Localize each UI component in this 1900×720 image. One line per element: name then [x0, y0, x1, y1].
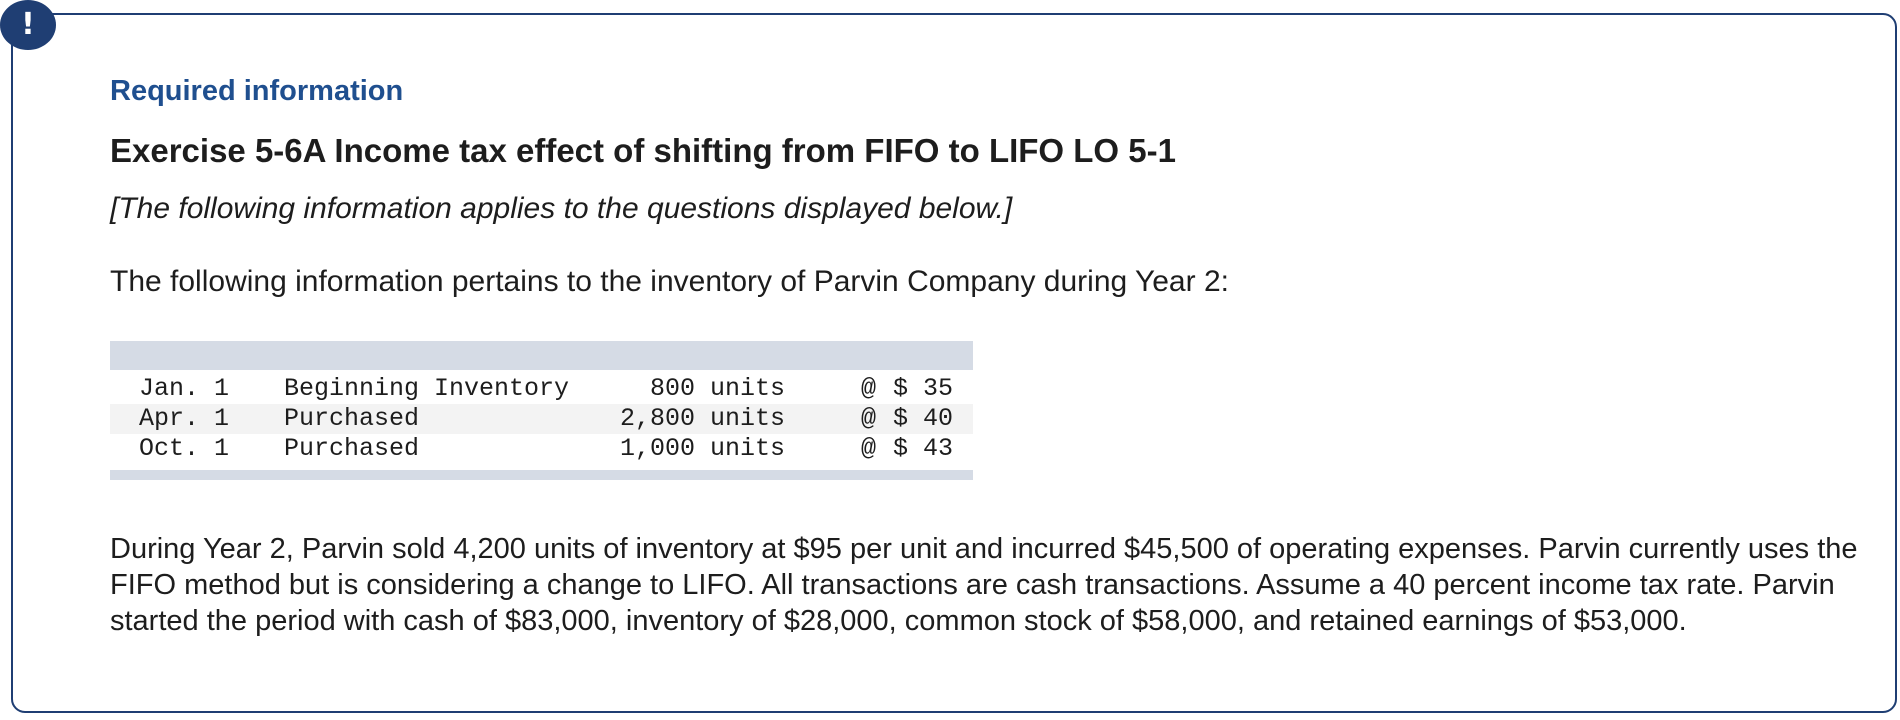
table-footer-band — [110, 470, 973, 480]
inventory-table: Jan. 1 Beginning Inventory 800 units @ $… — [110, 341, 973, 480]
row-description: Purchased — [284, 434, 420, 463]
row-date: Oct. 1 — [139, 434, 230, 463]
intro-text: The following information pertains to th… — [110, 265, 1229, 298]
problem-paragraph: During Year 2, Parvin sold 4,200 units o… — [110, 533, 1858, 637]
applies-note: [The following information applies to th… — [110, 192, 1013, 225]
table-header-band — [110, 341, 973, 370]
row-description: Purchased — [284, 404, 420, 433]
table-row: Jan. 1 Beginning Inventory 800 units @ $… — [110, 374, 973, 404]
exercise-title: Exercise 5-6A Income tax effect of shift… — [110, 132, 1176, 169]
row-price: $ 43 — [892, 434, 953, 463]
row-date: Jan. 1 — [139, 374, 230, 403]
row-date: Apr. 1 — [139, 404, 230, 433]
row-at-symbol: @ — [861, 434, 877, 463]
alert-icon: ! — [0, 0, 56, 50]
row-price: $ 40 — [892, 404, 953, 433]
row-description: Beginning Inventory — [284, 374, 570, 403]
required-information-title: Required information — [110, 75, 404, 107]
row-price: $ 35 — [892, 374, 953, 403]
required-information-card: Required information Exercise 5-6A Incom… — [11, 13, 1897, 713]
row-units: 2,800 units — [619, 404, 785, 433]
row-at-symbol: @ — [861, 374, 877, 403]
row-units: 800 units — [649, 374, 785, 403]
table-row: Oct. 1 Purchased 1,000 units @ $ 43 — [110, 434, 973, 464]
row-units: 1,000 units — [619, 434, 785, 463]
row-at-symbol: @ — [861, 404, 877, 433]
table-row: Apr. 1 Purchased 2,800 units @ $ 40 — [110, 404, 973, 434]
